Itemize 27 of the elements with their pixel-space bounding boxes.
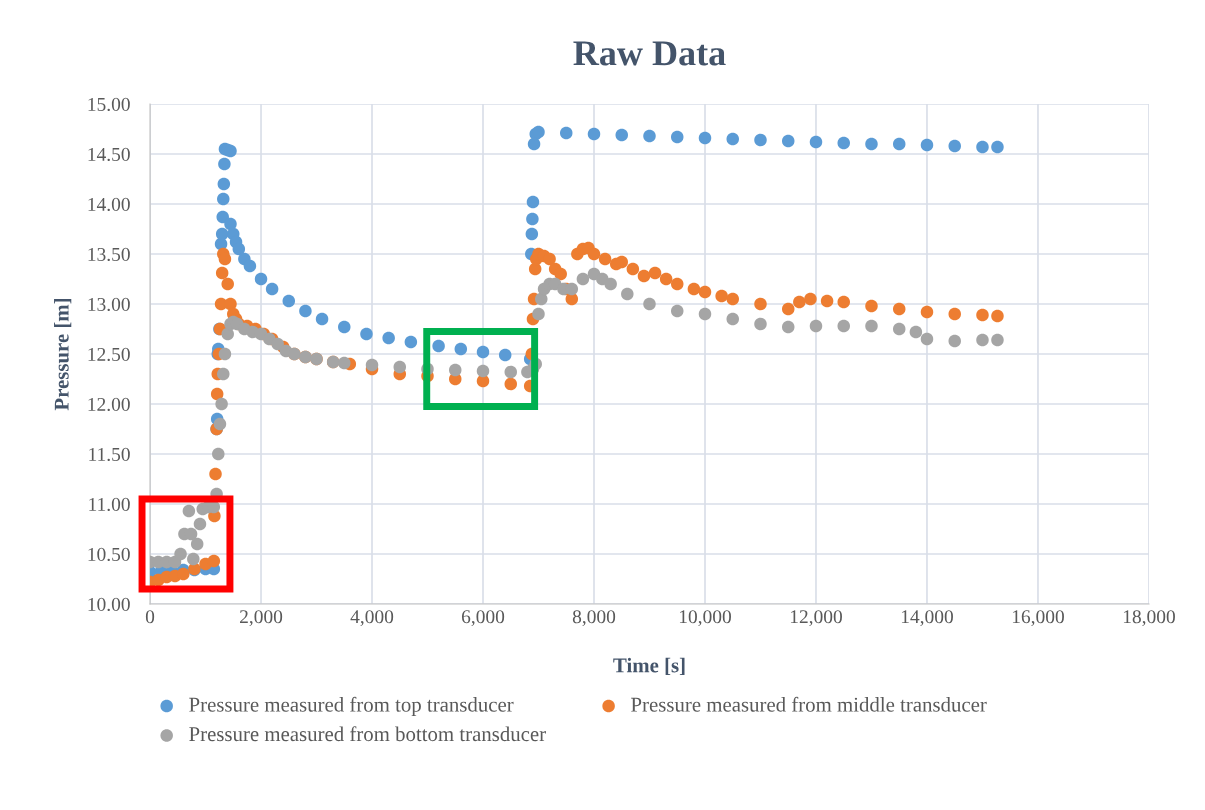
x-tick-label: 10,000 — [679, 610, 731, 627]
chart-title: Raw Data — [573, 41, 726, 66]
y-tick-label: 14.50 — [88, 147, 130, 162]
x-tick-label: 2,000 — [240, 610, 283, 627]
y-axis-title: Pressure [m] — [54, 298, 72, 411]
x-tick-label: 6,000 — [461, 610, 505, 627]
x-tick-label: 0 — [145, 610, 155, 624]
x-tick-label: 16,000 — [1012, 610, 1064, 627]
x-tick-label: 12,000 — [790, 610, 842, 627]
x-axis-title: Time [s] — [613, 657, 685, 675]
x-tick-label: 4,000 — [350, 610, 394, 627]
y-tick-label: 13.00 — [88, 297, 130, 312]
y-tick-label: 12.00 — [88, 397, 130, 412]
y-tick-label: 13.50 — [88, 247, 130, 262]
legend-label: Pressure measured from bottom transducer — [189, 726, 546, 742]
y-tick-label: 11.00 — [89, 497, 130, 512]
x-tick-label: 14,000 — [901, 610, 953, 627]
x-tick-label: 8,000 — [572, 610, 616, 627]
y-tick-label: 12.50 — [88, 347, 130, 362]
legend-label: Pressure measured from middle transducer — [631, 696, 987, 712]
y-tick-label: 10.50 — [88, 547, 130, 562]
y-tick-label: 15.00 — [88, 97, 130, 112]
legend-label: Pressure measured from top transducer — [189, 696, 514, 716]
y-tick-label: 10.00 — [88, 597, 130, 612]
y-tick-label: 14.00 — [88, 197, 130, 212]
y-tick-label: 11.50 — [89, 447, 130, 462]
x-tick-label: 18,000 — [1123, 610, 1175, 627]
